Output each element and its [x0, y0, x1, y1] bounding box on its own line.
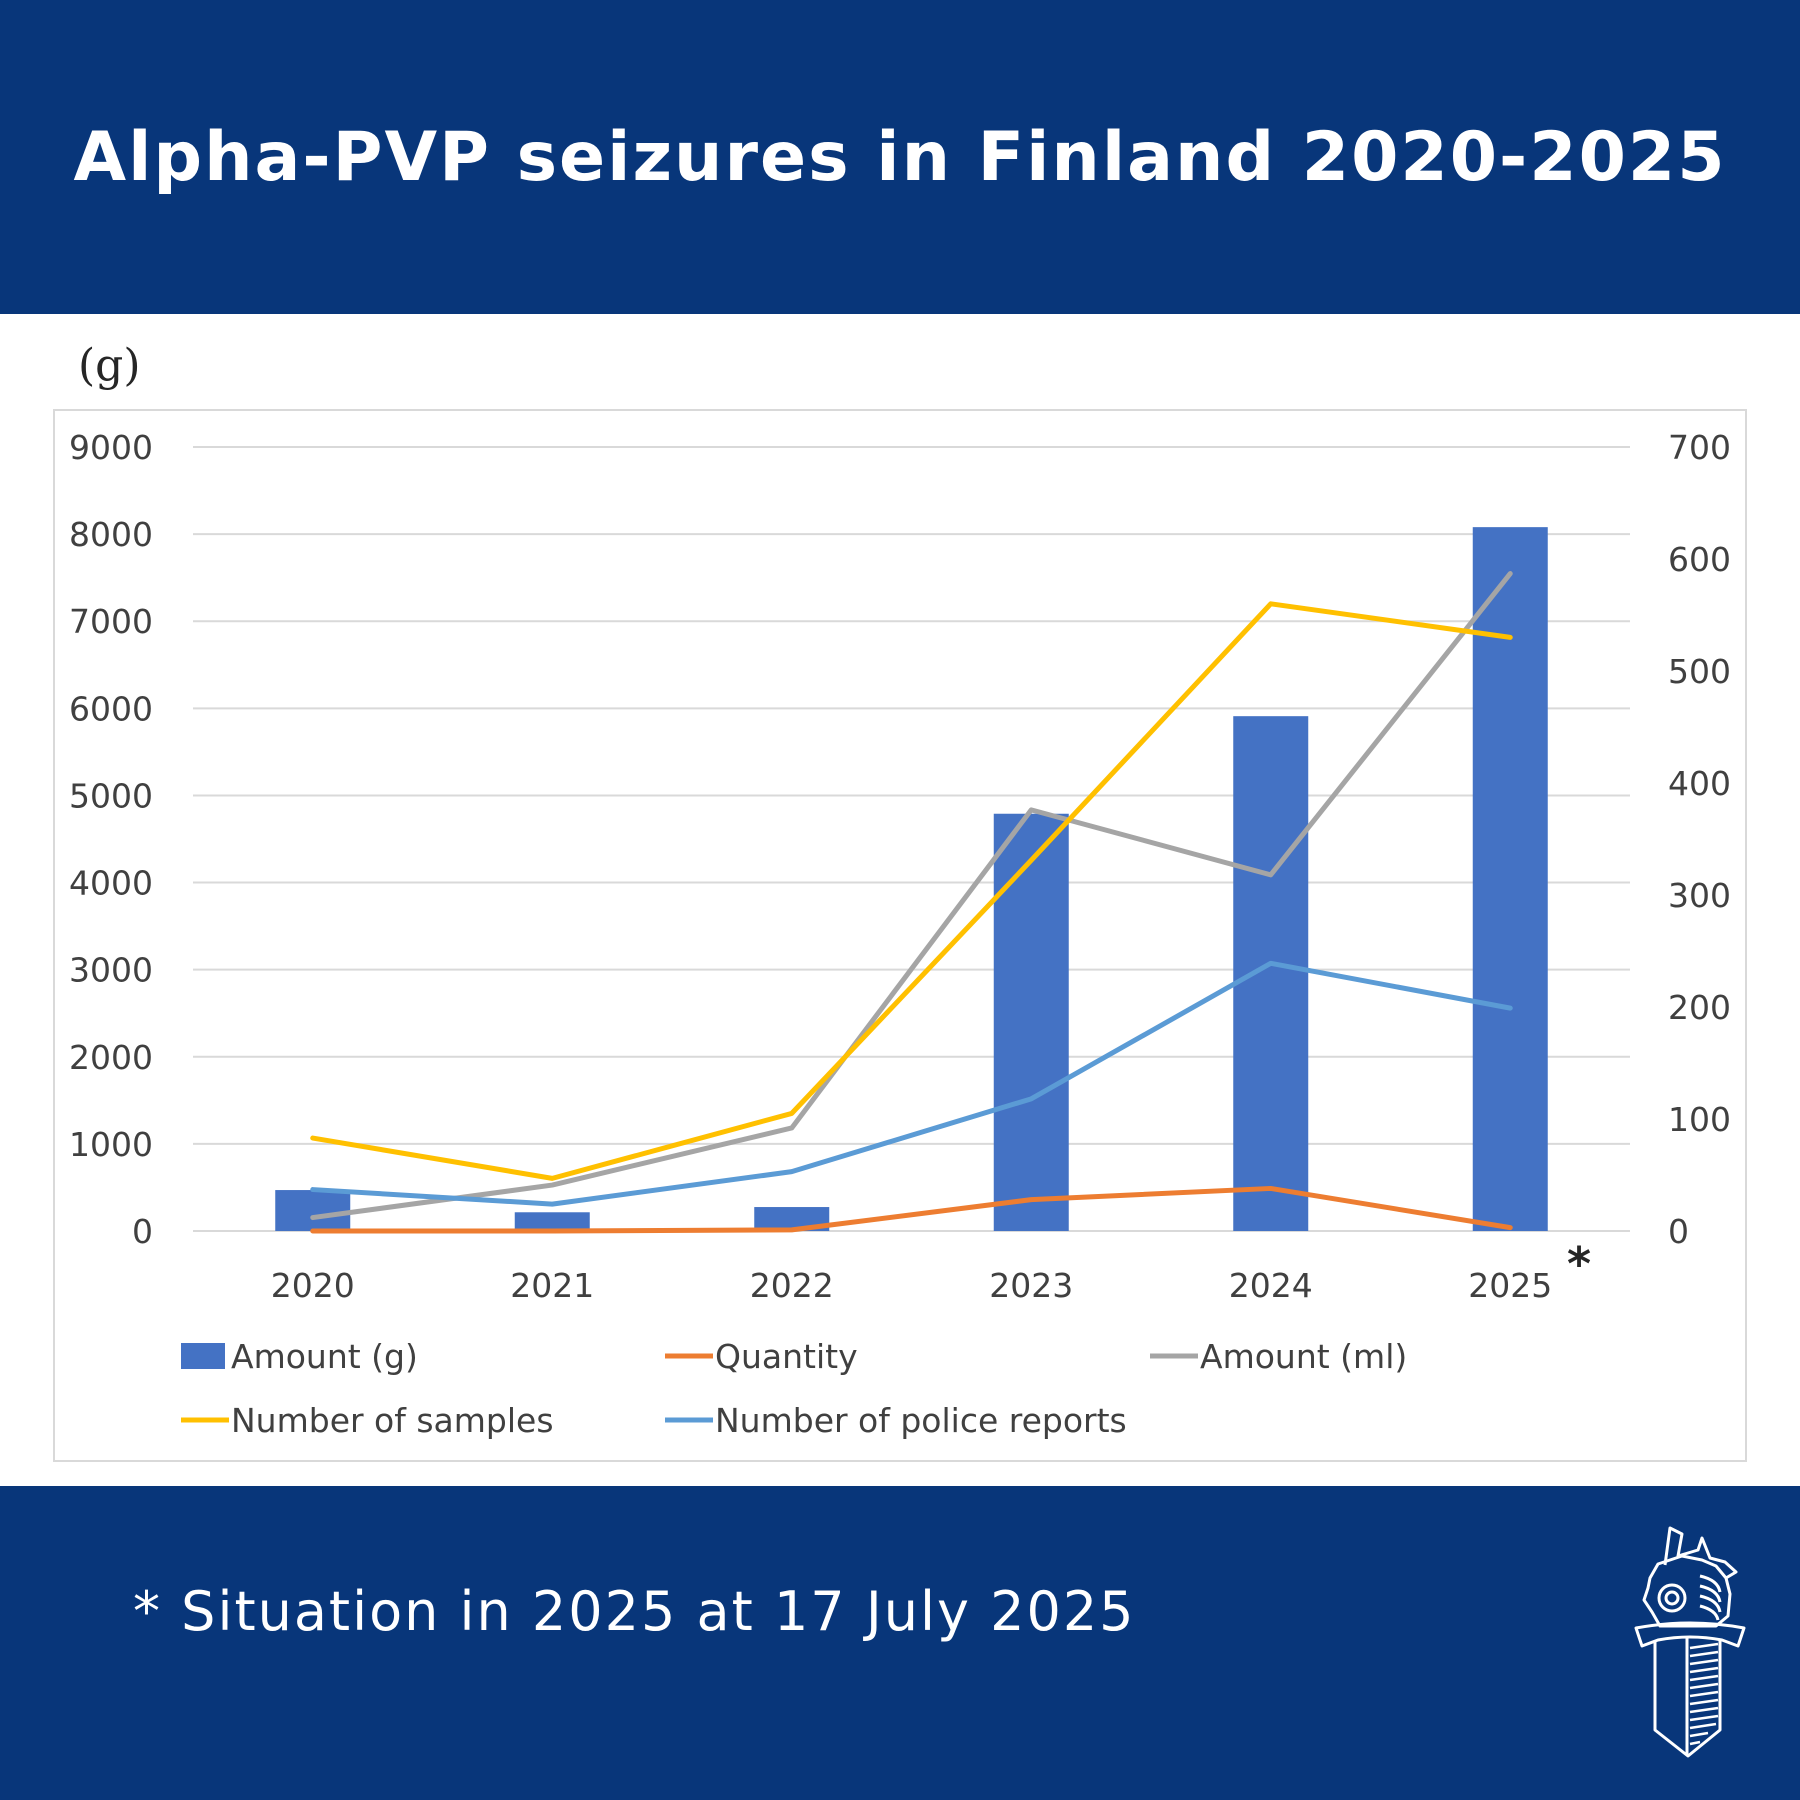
left-axis-ticks: 0 1000 2000 3000 4000 5000 6000 7000 8000 9000 [69, 428, 153, 1251]
line-amount-ml- [310, 571, 1513, 1221]
left-tick-label: 1000 [69, 1125, 153, 1164]
header-band: Alpha-PVP seizures in Finland 2020-2025 [0, 0, 1800, 314]
x-tick-label: 2024 [1229, 1266, 1313, 1305]
right-tick-label: 600 [1668, 540, 1731, 579]
left-tick-label: 5000 [69, 776, 153, 815]
legend-label: Amount (g) [231, 1337, 418, 1376]
right-tick-label: 100 [1668, 1100, 1731, 1139]
right-tick-label: 500 [1668, 652, 1731, 691]
x-tick-label: 2021 [510, 1266, 594, 1305]
legend-swatch [181, 1343, 225, 1369]
bar-series-amount-g [275, 527, 1548, 1231]
footer-band: * Situation in 2025 at 17 July 2025 [0, 1486, 1800, 1800]
line-series [310, 571, 1513, 1234]
right-tick-label: 0 [1668, 1212, 1689, 1251]
legend-item: Amount (g) [181, 1337, 418, 1376]
right-tick-label: 700 [1668, 428, 1731, 467]
line-number-of-police-reports [310, 960, 1513, 1207]
legend-item: Number of samples [181, 1401, 554, 1440]
footnote: * Situation in 2025 at 17 July 2025 [133, 1580, 1136, 1643]
x-tick-label: 2020 [271, 1266, 355, 1305]
legend-label: Number of police reports [715, 1401, 1127, 1440]
bar [993, 813, 1069, 1231]
left-axis-unit-label: (g) [78, 340, 141, 391]
legend-item: Number of police reports [665, 1401, 1127, 1440]
legend-label: Quantity [715, 1337, 858, 1376]
bar [1472, 527, 1548, 1231]
left-tick-label: 0 [132, 1212, 153, 1251]
x-tick-label: 2022 [750, 1266, 834, 1305]
right-tick-label: 400 [1668, 764, 1731, 803]
police-badge-icon [1634, 1526, 1746, 1758]
left-tick-label: 8000 [69, 515, 153, 554]
legend-item: Quantity [665, 1337, 858, 1376]
legend-item: Amount (ml) [1150, 1337, 1407, 1376]
x-tick-label: 2025 [1468, 1266, 1552, 1305]
legend-label: Amount (ml) [1200, 1337, 1407, 1376]
gridlines [193, 446, 1630, 1232]
x-tick-label: 2023 [989, 1266, 1073, 1305]
left-tick-label: 3000 [69, 951, 153, 990]
line-quantity [310, 1185, 1513, 1234]
left-tick-label: 7000 [69, 602, 153, 641]
bar [275, 1190, 351, 1231]
left-tick-label: 9000 [69, 428, 153, 467]
right-axis-ticks: 0 100 200 300 400 500 600 700 [1668, 428, 1731, 1251]
asterisk-marker: * [1567, 1237, 1591, 1291]
left-tick-label: 4000 [69, 864, 153, 903]
bar [1233, 716, 1309, 1231]
chart-frame [53, 409, 1747, 1462]
left-tick-label: 2000 [69, 1038, 153, 1077]
legend: Amount (g) Quantity Amount (ml) Number of s… [181, 1337, 1407, 1440]
right-tick-label: 200 [1668, 988, 1731, 1027]
x-axis-labels: 2020 2021 2022 2023 2024 2025 [271, 1266, 1552, 1305]
bar [514, 1212, 590, 1231]
left-tick-label: 6000 [69, 689, 153, 728]
right-tick-label: 300 [1668, 876, 1731, 915]
legend-label: Number of samples [231, 1401, 554, 1440]
line-number-of-samples [310, 601, 1513, 1181]
chart-title: Alpha-PVP seizures in Finland 2020-2025 [73, 118, 1727, 197]
